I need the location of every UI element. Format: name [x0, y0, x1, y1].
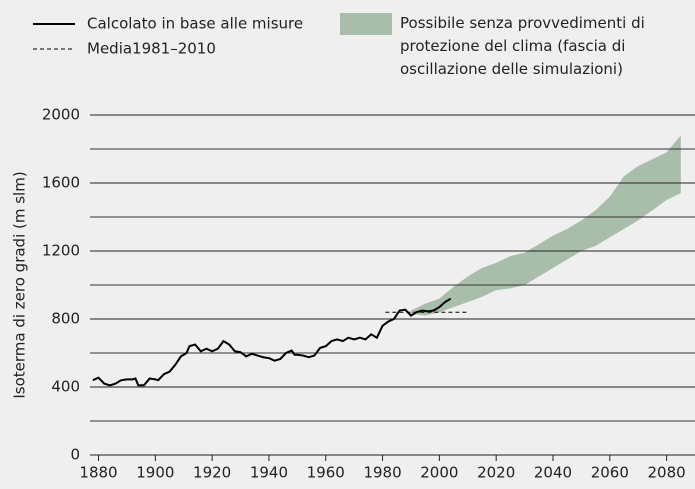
x-tick-label: 1900	[136, 464, 174, 482]
y-tick-label: 1200	[42, 242, 80, 260]
y-tick-label: 1600	[42, 174, 80, 192]
x-tick-label: 2020	[477, 464, 515, 482]
legend-label: Possibile senza provvedimenti di protezi…	[400, 14, 645, 78]
band-area	[410, 135, 681, 316]
legend-band-sample	[340, 13, 392, 35]
series-line	[92, 297, 452, 387]
x-tick-label: 1940	[250, 464, 288, 482]
x-tick-label: 1880	[79, 464, 117, 482]
x-tick-label: 1960	[307, 464, 345, 482]
y-tick-label: 800	[51, 310, 80, 328]
x-tick-label: 1920	[193, 464, 231, 482]
y-tick-label: 2000	[42, 106, 80, 124]
x-tick-label: 1980	[363, 464, 401, 482]
x-tick-label: 2060	[591, 464, 629, 482]
y-tick-label: 400	[51, 378, 80, 396]
legend-label: Calcolato in base alle misure	[87, 15, 303, 33]
legend-label: Media1981–2010	[87, 40, 216, 58]
x-tick-label: 2080	[648, 464, 686, 482]
x-tick-label: 2000	[420, 464, 458, 482]
y-tick-label: 0	[70, 446, 80, 464]
x-tick-label: 2040	[534, 464, 572, 482]
y-axis-label: Isoterma di zero gradi (m slm)	[11, 171, 29, 398]
